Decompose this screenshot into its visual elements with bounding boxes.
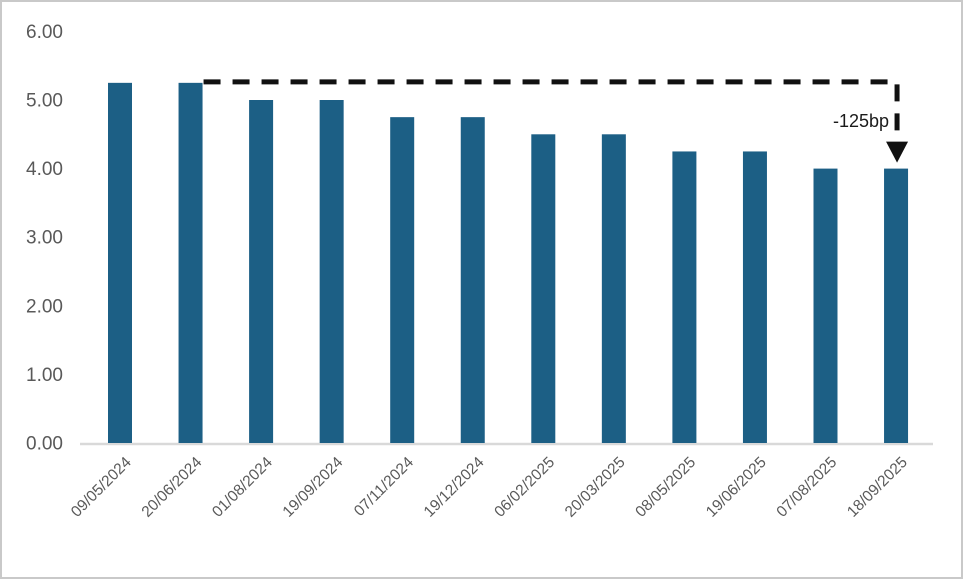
y-axis-tick-label: 4.00: [26, 159, 63, 180]
x-axis-tick-label: 19/12/2024: [421, 454, 488, 521]
x-axis-tick-label: 07/08/2025: [773, 454, 840, 521]
annotation-dashed-line: [203, 79, 900, 141]
x-axis-tick-label: 08/05/2025: [632, 454, 699, 521]
bar: [319, 100, 344, 443]
y-axis-tick-label: 6.00: [26, 22, 63, 43]
x-axis-tick-label: 01/08/2024: [209, 454, 276, 521]
x-axis-tick-label: 06/02/2025: [491, 454, 558, 521]
x-axis-tick-label: 18/09/2025: [844, 454, 911, 521]
bar: [672, 151, 697, 443]
bar: [390, 117, 415, 444]
y-axis-tick-label: 1.00: [26, 365, 63, 386]
bar: [742, 151, 767, 443]
bar: [813, 168, 838, 443]
x-axis-tick-label: 09/05/2024: [68, 454, 135, 521]
bar: [601, 134, 626, 444]
bar: [884, 168, 909, 443]
y-axis-tick-label: 5.00: [26, 91, 63, 112]
x-axis-tick-label: 20/06/2024: [139, 454, 206, 521]
y-axis-tick-label: 0.00: [26, 434, 63, 455]
bar: [249, 100, 274, 443]
bar: [531, 134, 556, 444]
x-axis-tick-label: 19/09/2024: [280, 454, 347, 521]
bar: [460, 117, 485, 444]
annotation-label: -125bp: [833, 111, 889, 131]
bar: [108, 82, 132, 443]
x-axis-tick-label: 07/11/2024: [351, 454, 417, 520]
bar: [178, 82, 203, 443]
annotation-arrowhead: [886, 141, 909, 163]
x-axis-tick-label: 20/03/2025: [562, 454, 629, 521]
y-axis-tick-label: 2.00: [26, 296, 63, 317]
y-axis-tick-label: 3.00: [26, 228, 63, 249]
x-axis-tick-label: 19/06/2025: [703, 454, 770, 521]
